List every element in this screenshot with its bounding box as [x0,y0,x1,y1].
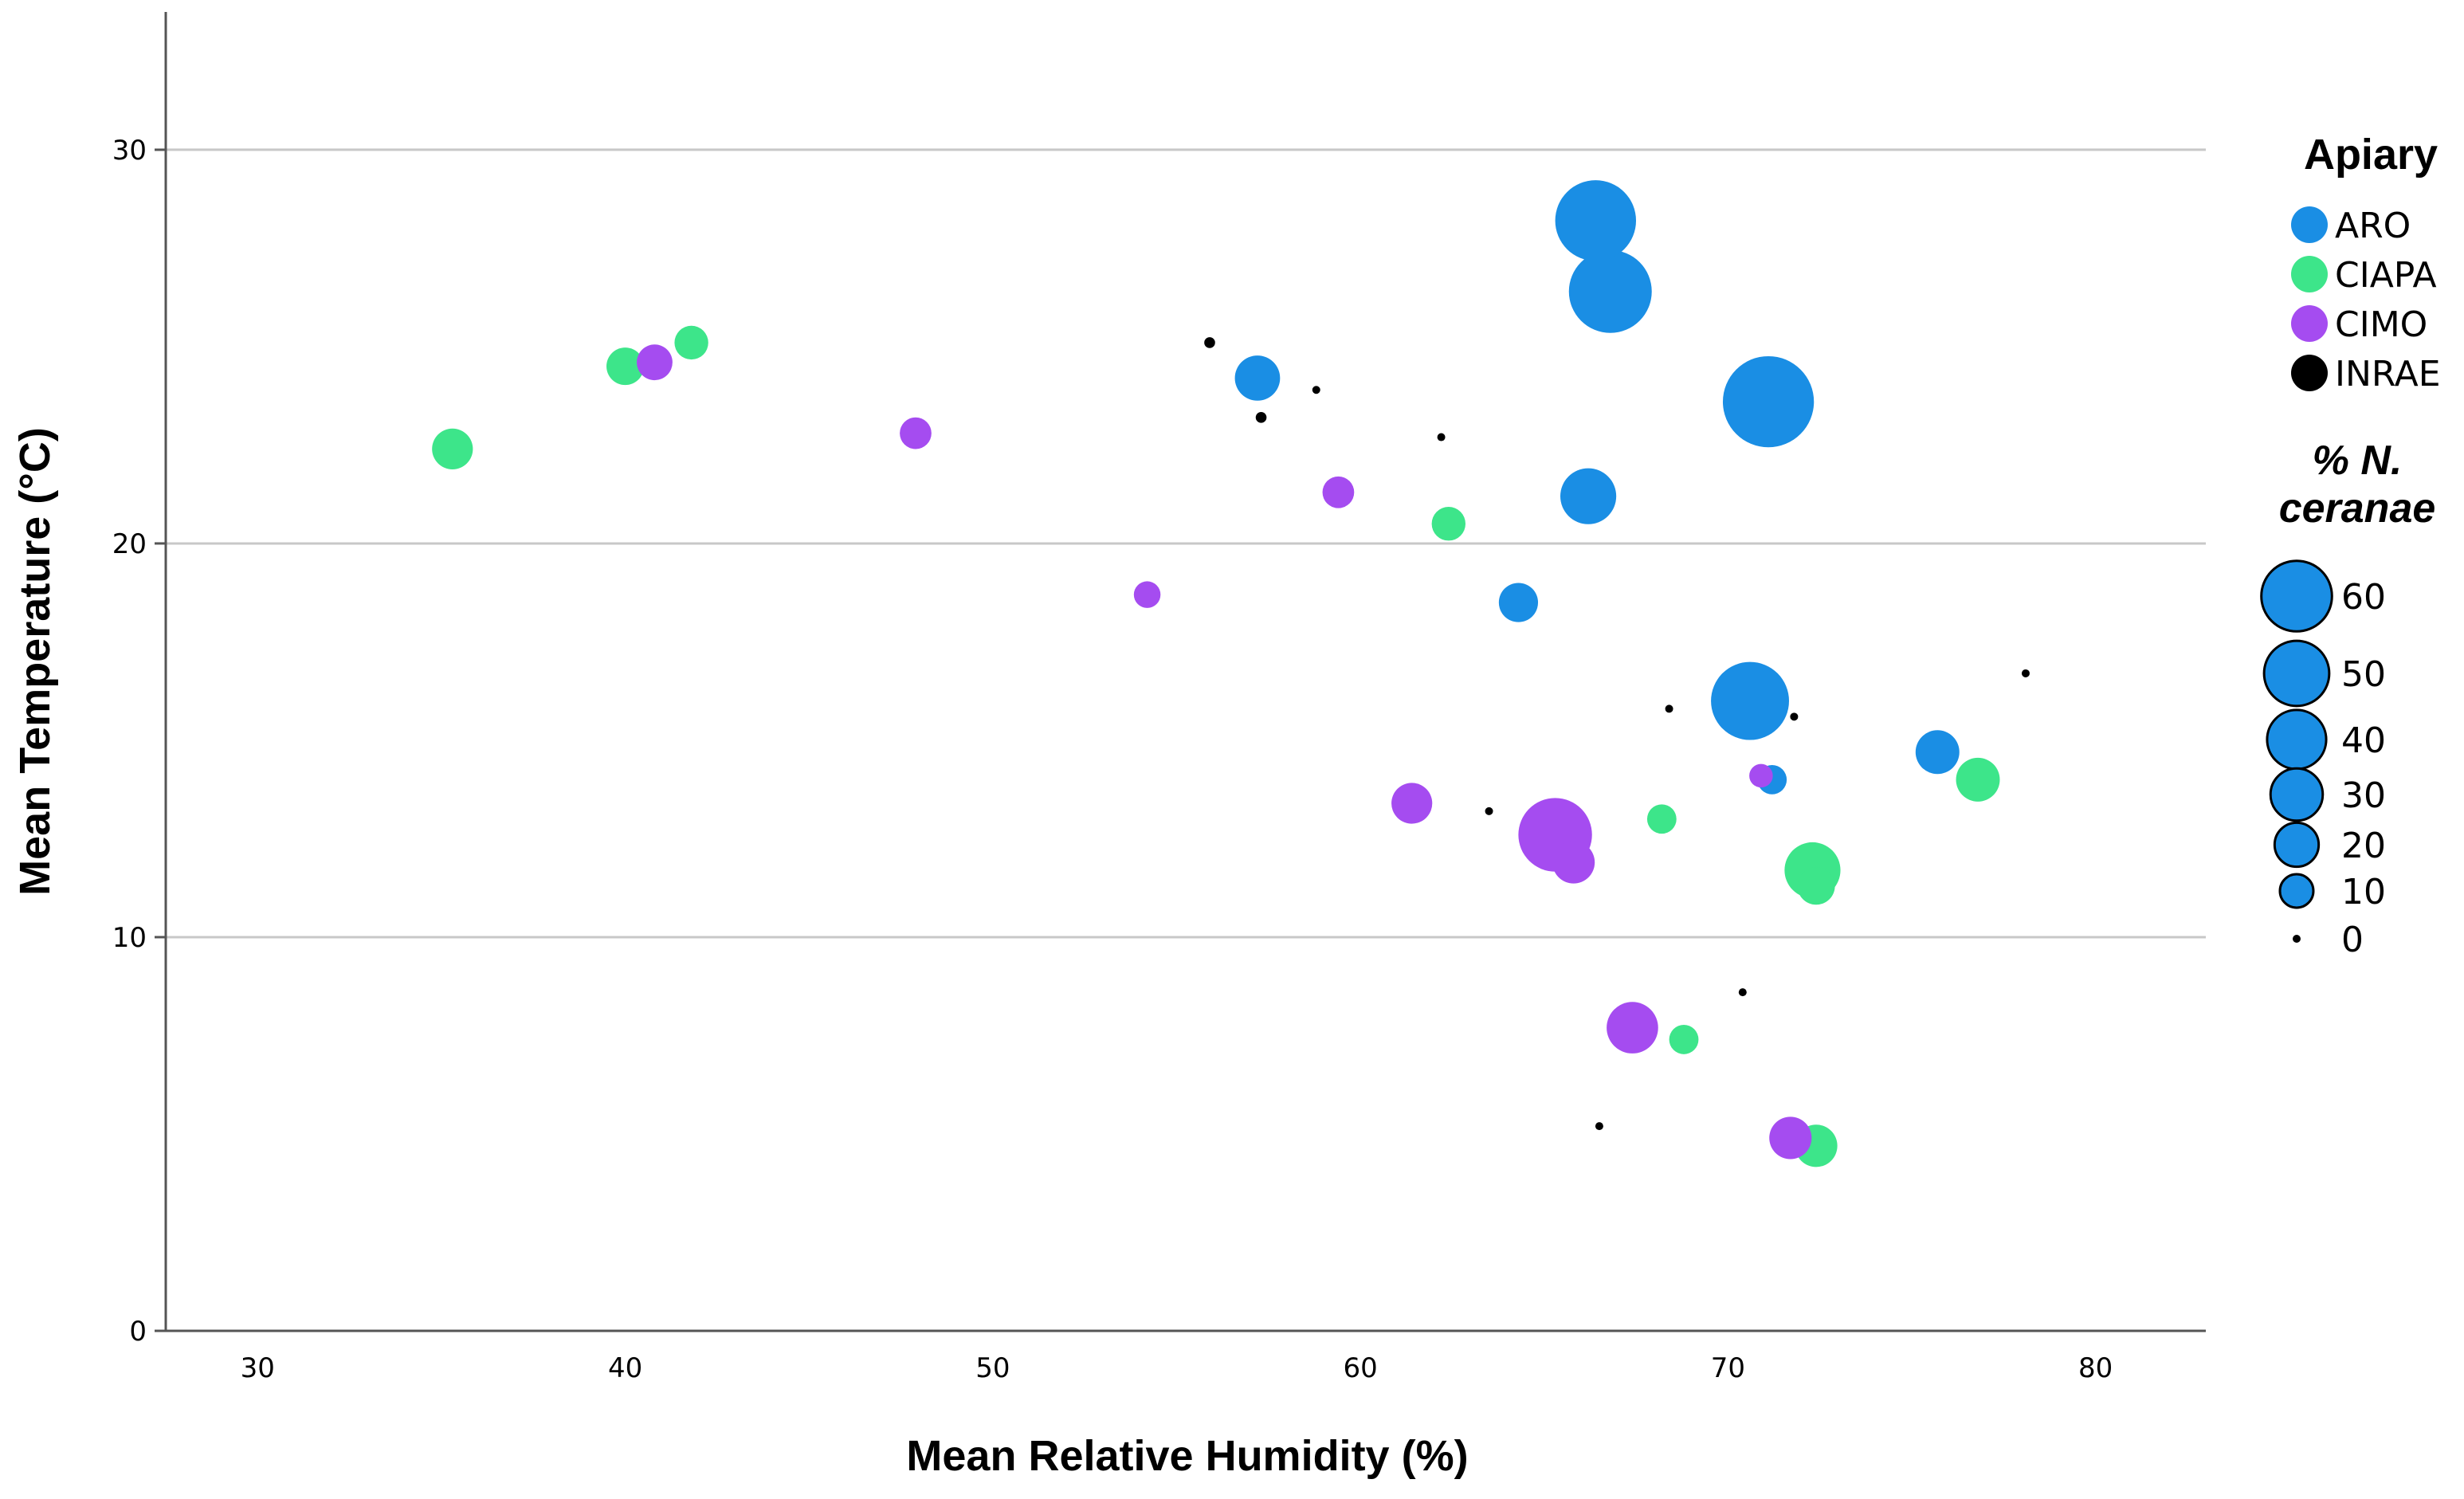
legend-marker-ciapa [2291,256,2328,292]
legend-marker-aro [2291,206,2328,243]
point-ciapa-25 [1646,804,1677,834]
y-tick-label-20: 20 [112,528,147,560]
point-cimo-23 [1322,476,1355,508]
axes [164,12,2206,1332]
size-legend-label-0: 0 [2341,920,2364,960]
point-ciapa-18 [1797,867,1835,905]
legend-marker-inrae [2291,355,2328,391]
x-tick-label-70: 70 [1711,1352,1745,1384]
point-aro-1 [1568,249,1652,333]
y-axis-ticks: 0 10 20 30 [112,135,166,1348]
size-legend-marker-10 [2278,873,2315,909]
point-inrae-37 [1738,988,1747,997]
point-ciapa-10 [1956,757,2000,802]
legend-label-ciapa: CIAPA [2335,255,2437,296]
point-aro-2 [1555,180,1637,261]
point-cimo-22 [900,417,932,449]
size-legend-label-60: 60 [2341,577,2386,618]
point-ciapa-17 [606,347,645,386]
point-cimo-12 [1552,841,1595,884]
x-axis-ticks: 30 40 50 60 70 80 [241,1352,2113,1384]
x-tick-label-50: 50 [975,1352,1010,1384]
size-legend-label-40: 40 [2341,720,2386,761]
legend-label-cimo: CIMO [2335,304,2427,345]
point-ciapa-14 [432,428,473,469]
y-tick-label-30: 30 [112,135,147,167]
point-inrae-38 [1595,1122,1603,1131]
size-legend-label-10: 10 [2341,872,2386,912]
point-cimo-15 [1391,783,1433,824]
point-inrae-35 [2021,669,2030,677]
size-legend-label-20: 20 [2341,826,2386,866]
gridlines [166,148,2206,939]
y-tick-label-0: 0 [129,1316,147,1348]
point-ciapa-26 [1669,1025,1699,1054]
x-tick-label-60: 60 [1343,1352,1377,1384]
x-tick-label-40: 40 [608,1352,642,1384]
point-cimo-19 [637,344,673,381]
point-cimo-28 [1749,763,1773,788]
x-axis-title: Mean Relative Humidity (%) [906,1432,1468,1480]
size-legend-marker-30 [2269,767,2325,822]
point-cimo-27 [1133,581,1161,608]
point-aro-16 [1498,583,1539,622]
point-inrae-36 [1485,806,1493,815]
point-inrae-30 [1255,412,1267,423]
size-legend-marker-20 [2273,821,2321,869]
legend-label-inrae: INRAE [2335,354,2441,394]
point-aro-5 [1560,468,1617,524]
size-legend-marker-0 [2293,935,2301,943]
point-inrae-29 [1204,337,1215,348]
point-cimo-13 [1769,1116,1812,1160]
point-aro-3 [1711,661,1789,740]
y-tick-label-10: 10 [112,922,147,954]
point-aro-0 [1722,355,1815,448]
size-legend: % N. ceranae 60 50 40 30 20 10 0 [2260,438,2436,960]
apiary-legend: Apiary ARO CIAPA CIMO INRAE [2291,131,2441,394]
size-legend-marker-50 [2262,639,2331,708]
x-tick-label-30: 30 [241,1352,275,1384]
point-aro-9 [1915,730,1960,775]
point-inrae-33 [1665,704,1673,713]
data-points [432,180,2030,1167]
point-inrae-32 [1437,433,1446,441]
size-legend-label-50: 50 [2341,654,2386,695]
y-axis-title: Mean Temperature (°C) [11,427,59,896]
size-legend-marker-60 [2260,559,2333,633]
legend-marker-cimo [2291,305,2328,342]
size-legend-title-line1: % N. [2313,438,2403,484]
size-legend-marker-40 [2266,708,2328,771]
point-inrae-34 [1790,712,1799,721]
x-tick-label-80: 80 [2078,1352,2113,1384]
point-aro-8 [1234,355,1281,401]
point-inrae-31 [1312,386,1320,394]
size-legend-title-line2: ceranae [2279,485,2436,532]
point-ciapa-20 [674,325,708,360]
legend-title: Apiary [2304,131,2438,179]
legend-label-aro: ARO [2335,206,2411,246]
point-ciapa-21 [1431,507,1465,541]
size-legend-label-30: 30 [2341,775,2386,816]
point-cimo-7 [1607,1002,1658,1054]
